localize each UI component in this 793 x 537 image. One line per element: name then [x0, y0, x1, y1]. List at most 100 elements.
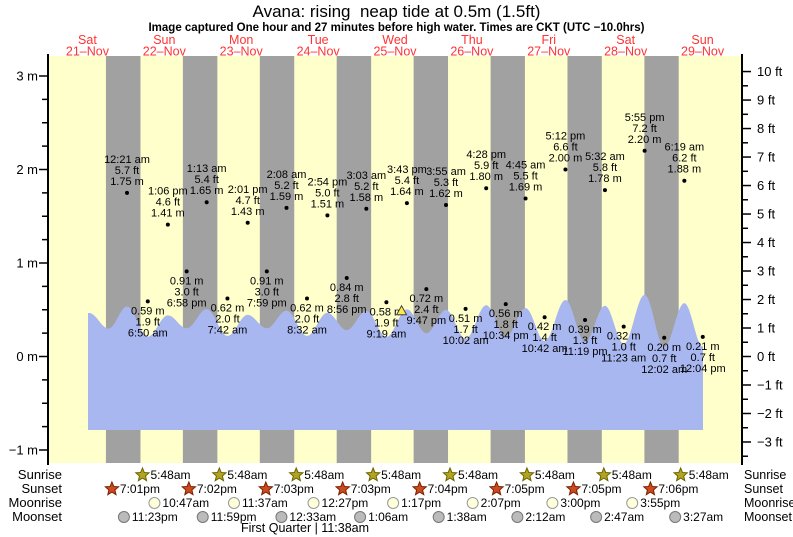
sun-moon-time: 2:47am: [604, 510, 644, 524]
sun-moon-time: 3:00pm: [560, 496, 600, 510]
moonset-circle-icon: [669, 511, 682, 523]
tide-annotation-line: 2.00 m: [549, 153, 583, 165]
sun-moon-time: 5:48am: [458, 468, 498, 482]
moonrise-circle-icon: [387, 497, 400, 509]
axis-tick-label: 4 ft: [757, 235, 775, 250]
tide-annotation-line: 8:56 pm: [327, 304, 367, 316]
tide-annotation-line: 6.6 ft: [553, 142, 577, 154]
tide-point: [245, 220, 250, 225]
axis-tick-label: −2 ft: [757, 406, 783, 421]
tide-annotation-line: 5.4 ft: [395, 175, 419, 187]
tide-point: [364, 206, 369, 211]
tide-annotation-line: 5:32 am: [585, 151, 625, 163]
capture-time-marker-icon: [395, 304, 408, 316]
day-label: Thu: [461, 33, 483, 47]
tide-annotation-line: 3:43 pm: [387, 164, 427, 176]
axis-tick-label: 5 ft: [757, 207, 775, 222]
tide-point: [404, 201, 409, 206]
moonrise-circle-icon: [148, 497, 161, 509]
chart-subtitle: Image captured One hour and 27 minutes b…: [148, 22, 645, 34]
axis-tick-label: −1 ft: [757, 377, 783, 392]
tide-annotation-line: 1.43 m: [231, 206, 265, 218]
tide-annotation-line: 0.21 m: [686, 341, 720, 353]
moonrise-circle-icon: [227, 497, 240, 509]
day-label: Tue: [308, 33, 329, 47]
tide-annotation-line: 5.2 ft: [354, 181, 378, 193]
moonset-circle-icon: [354, 511, 367, 523]
tide-annotation-line: 3:55 am: [426, 166, 466, 178]
tide-point: [165, 222, 170, 227]
tide-annotation-line: 5:55 pm: [625, 112, 665, 124]
tide-annotation-line: 10:42 am: [522, 343, 568, 355]
tide-annotation-line: 4.6 ft: [156, 197, 180, 209]
tide-point: [602, 188, 607, 193]
tide-point: [125, 190, 130, 195]
tide-annotation-line: 9:19 am: [367, 328, 407, 340]
axis-tick-label: 1 m: [16, 256, 38, 271]
date-label: 23–Nov: [220, 45, 264, 59]
row-label-left: Moonrise: [9, 495, 62, 510]
tide-annotation-line: 2:08 am: [267, 169, 307, 181]
tide-annotation-line: 1.9 ft: [374, 317, 398, 329]
sunset-star-icon: [565, 480, 582, 496]
day-label: Fri: [541, 33, 556, 47]
sun-moon-time: 7:01pm: [120, 482, 160, 496]
tide-annotation-line: 5.2 ft: [274, 180, 298, 192]
sun-moon-time: 11:23pm: [132, 510, 178, 524]
tide-point: [204, 200, 209, 205]
tide-annotation-line: 5.0 ft: [315, 187, 339, 199]
day-label: Wed: [382, 33, 408, 47]
moonset-circle-icon: [511, 511, 524, 523]
sunset-star-icon: [334, 480, 351, 496]
tide-annotation-line: 0.59 m: [131, 305, 165, 317]
axis-tick-label: 6 ft: [757, 178, 775, 193]
tide-annotation-line: 5.9 ft: [474, 160, 498, 172]
tide-point: [621, 324, 626, 329]
tide-point: [384, 300, 389, 305]
moon-phase-label: First Quarter | 11:38am: [241, 521, 369, 535]
tide-annotation-line: 1.4 ft: [532, 332, 556, 344]
axis-tick-label: 0 ft: [757, 349, 775, 364]
sunrise-star-icon: [442, 466, 458, 482]
row-label-left: Sunrise: [18, 467, 62, 482]
sun-moon-time: 12:27pm: [322, 496, 369, 510]
sunset-star-icon: [411, 480, 428, 496]
sunrise-star-icon: [365, 466, 382, 482]
sun-moon-time: 2:12am: [525, 510, 565, 524]
tide-annotation-line: 3.0 ft: [174, 286, 198, 298]
date-label: 22–Nov: [143, 45, 187, 59]
date-label: 29–Nov: [681, 45, 725, 59]
tide-annotation-line: 1.59 m: [270, 191, 304, 203]
sunrise-star-icon: [595, 466, 612, 482]
tide-annotation-line: 0.91 m: [250, 275, 284, 287]
axis-tick-label: 2 ft: [757, 292, 775, 307]
tide-annotation-line: 0.91 m: [170, 275, 204, 287]
tide-annotation-line: 5.4 ft: [194, 174, 218, 186]
axis-tick-label: 3 m: [16, 69, 38, 84]
row-label-right: Moonrise: [744, 496, 793, 510]
tide-annotation-line: 12:21 am: [104, 154, 150, 166]
sunrise-star-icon: [211, 466, 228, 482]
tide-point: [424, 287, 429, 292]
sun-moon-time: 7:03pm: [351, 482, 391, 496]
moonrise-circle-icon: [546, 497, 559, 509]
tide-annotation-line: 0.72 m: [410, 293, 444, 305]
sunrise-star-icon: [288, 466, 305, 482]
tide-annotation-line: 10:34 pm: [483, 330, 529, 342]
sun-moon-time: 1:06am: [368, 510, 408, 524]
tide-annotation-line: 0.62 m: [290, 303, 324, 315]
tide-point: [344, 275, 349, 280]
tide-point: [700, 334, 705, 339]
date-label: 26–Nov: [450, 45, 494, 59]
tide-point: [264, 269, 269, 274]
axis-tick-label: −3 ft: [757, 434, 783, 449]
date-label: 24–Nov: [297, 45, 341, 59]
tide-annotation-line: 11:23 am: [601, 353, 646, 365]
tide-annotation-line: 6:50 am: [128, 327, 168, 339]
tide-annotation-line: 0.42 m: [528, 321, 562, 333]
sun-moon-time: 7:03pm: [274, 482, 314, 496]
sun-moon-time: 5:48am: [612, 468, 652, 482]
tide-annotation-line: 1.64 m: [390, 186, 424, 198]
tide-annotation-line: 0.62 m: [211, 303, 245, 315]
